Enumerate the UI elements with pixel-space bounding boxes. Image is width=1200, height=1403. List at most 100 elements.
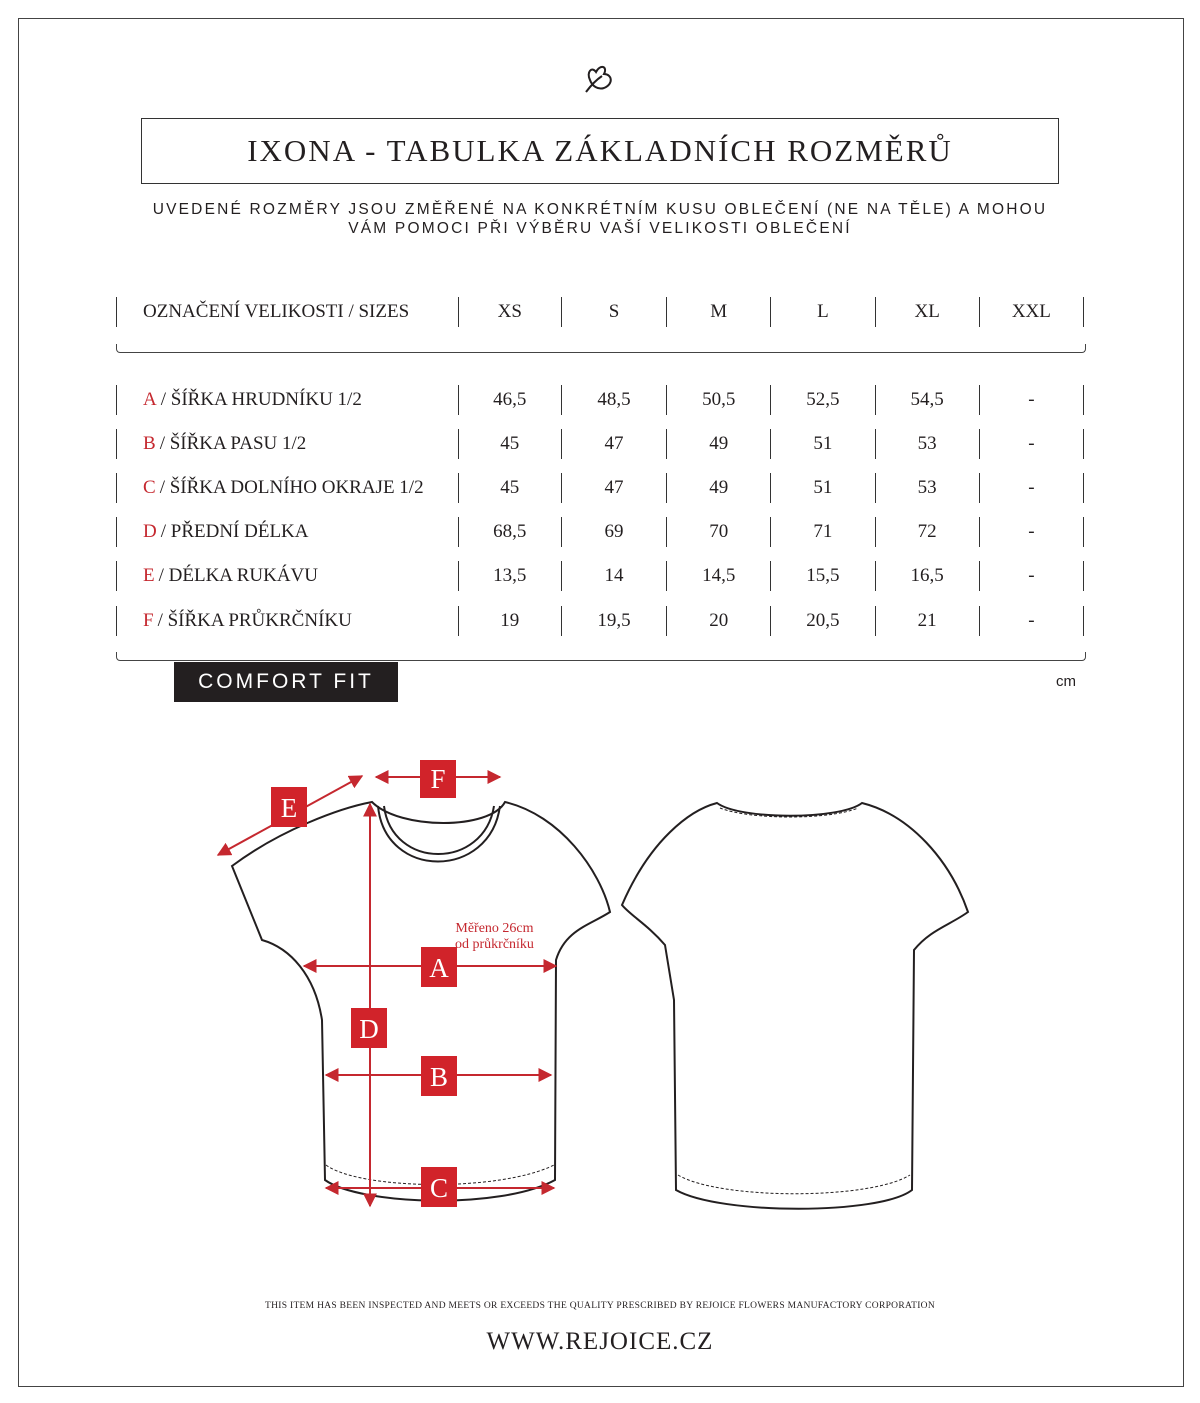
measurement-name: / PŘEDNÍ DÉLKA bbox=[160, 521, 309, 542]
label-c: C bbox=[421, 1167, 457, 1207]
table-cell: 50,5 bbox=[666, 385, 770, 415]
measurement-letter: B bbox=[143, 433, 156, 454]
table-cell: 72 bbox=[874, 517, 979, 547]
table-cell: - bbox=[978, 473, 1084, 503]
measurement-note: Měřeno 26cm od průkrčníku bbox=[455, 921, 534, 953]
table-row: D / PŘEDNÍ DÉLKA 68,5 69 70 71 72- bbox=[116, 517, 1084, 547]
subtitle: UVEDENÉ ROZMĚRY JSOU ZMĚŘENÉ NA KONKRÉTN… bbox=[100, 200, 1100, 238]
tshirt-diagram: E F A D B C bbox=[216, 760, 970, 1210]
quality-statement: THIS ITEM HAS BEEN INSPECTED AND MEETS O… bbox=[265, 1301, 935, 1311]
subtitle-line: UVEDENÉ ROZMĚRY JSOU ZMĚŘENÉ NA KONKRÉTN… bbox=[152, 201, 1048, 218]
unit-label: cm bbox=[1056, 673, 1076, 690]
table-row: F / ŠÍŘKA PRŮKRČNÍKU 19 19,5 20 20,5 21- bbox=[116, 606, 1084, 636]
header-cell: XXL bbox=[978, 297, 1084, 327]
table-cell: 46,5 bbox=[457, 385, 561, 415]
header-cell: S bbox=[560, 297, 666, 327]
table-cell: 16,5 bbox=[874, 561, 979, 591]
table-cell: 52,5 bbox=[770, 385, 874, 415]
measurement-label: F / ŠÍŘKA PRŮKRČNÍKU bbox=[116, 606, 458, 636]
measurement-letter: C bbox=[143, 477, 156, 498]
measurement-label: B / ŠÍŘKA PASU 1/2 bbox=[116, 429, 458, 459]
table-cell: - bbox=[978, 561, 1084, 591]
table-cell: 51 bbox=[770, 429, 874, 459]
measurement-label: E / DÉLKA RUKÁVU bbox=[116, 561, 458, 591]
table-cell: 13,5 bbox=[457, 561, 561, 591]
table-cell: 51 bbox=[770, 473, 874, 503]
label-f: F bbox=[420, 760, 456, 798]
measurement-arrows bbox=[216, 770, 558, 1208]
table-cell: 14 bbox=[560, 561, 666, 591]
measurement-label: A / ŠÍŘKA HRUDNÍKU 1/2 bbox=[116, 385, 458, 415]
measurement-name: / ŠÍŘKA HRUDNÍKU 1/2 bbox=[160, 389, 362, 410]
table-header-row: OZNAČENÍ VELIKOSTI / SIZES XS S M L XL X… bbox=[116, 297, 1084, 327]
label-c-text: C bbox=[430, 1173, 448, 1203]
table-cell: 47 bbox=[560, 429, 666, 459]
table-cell: 71 bbox=[770, 517, 874, 547]
table-cell: 47 bbox=[560, 473, 666, 503]
table-cell: 19 bbox=[457, 606, 561, 636]
table-cell: 53 bbox=[874, 429, 979, 459]
label-d-text: D bbox=[359, 1014, 379, 1044]
table-cell: 68,5 bbox=[457, 517, 561, 547]
label-b: B bbox=[421, 1056, 457, 1096]
back-tshirt bbox=[620, 801, 970, 1210]
website-link[interactable]: WWW.REJOICE.CZ bbox=[486, 1328, 714, 1355]
table-cell: 49 bbox=[666, 429, 770, 459]
flower-logo-icon bbox=[585, 66, 612, 93]
label-e-text: E bbox=[281, 793, 298, 823]
page-frame bbox=[18, 18, 1184, 1387]
note-line: Měřeno 26cm bbox=[455, 921, 534, 936]
subtitle-line: VÁM POMOCI PŘI VÝBĚRU VAŠÍ VELIKOSTI OBL… bbox=[348, 220, 852, 237]
table-cell: - bbox=[978, 429, 1084, 459]
table-cell: - bbox=[978, 385, 1084, 415]
table-row: E / DÉLKA RUKÁVU 13,5 14 14,5 15,5 16,5- bbox=[116, 561, 1084, 591]
table-cell: 14,5 bbox=[666, 561, 770, 591]
measurement-label: D / PŘEDNÍ DÉLKA bbox=[116, 517, 458, 547]
table-cell: 15,5 bbox=[770, 561, 874, 591]
table-cell: 48,5 bbox=[560, 385, 666, 415]
label-a: A bbox=[421, 947, 457, 987]
table-cell: 70 bbox=[666, 517, 770, 547]
table-cell: 20,5 bbox=[770, 606, 874, 636]
measurement-name: / ŠÍŘKA PASU 1/2 bbox=[159, 433, 307, 454]
header-cell: M bbox=[666, 297, 770, 327]
measurement-letter: F bbox=[143, 610, 154, 631]
table-cell: 54,5 bbox=[874, 385, 979, 415]
table-row: C / ŠÍŘKA DOLNÍHO OKRAJE 1/2 45 47 49 51 53- bbox=[116, 473, 1084, 503]
measurement-label: C / ŠÍŘKA DOLNÍHO OKRAJE 1/2 bbox=[116, 473, 458, 503]
table-cell: 20 bbox=[666, 606, 770, 636]
label-e: E bbox=[271, 787, 307, 827]
header-cell: XS bbox=[457, 297, 561, 327]
divider bbox=[116, 652, 1086, 661]
table-cell: - bbox=[978, 606, 1084, 636]
table-cell: 69 bbox=[560, 517, 666, 547]
label-a-text: A bbox=[429, 953, 449, 983]
measurement-name: / DÉLKA RUKÁVU bbox=[158, 565, 318, 586]
table-cell: 21 bbox=[874, 606, 979, 636]
table-row: A / ŠÍŘKA HRUDNÍKU 1/2 46,5 48,5 50,5 52,5 54,… bbox=[116, 385, 1084, 415]
table-cell: 19,5 bbox=[560, 606, 666, 636]
header-cell: OZNAČENÍ VELIKOSTI / SIZES bbox=[116, 297, 458, 327]
label-b-text: B bbox=[430, 1062, 448, 1092]
header-cell: L bbox=[770, 297, 874, 327]
measurement-letter: E bbox=[143, 565, 155, 586]
table-cell: 53 bbox=[874, 473, 979, 503]
front-tshirt bbox=[230, 800, 612, 1202]
table-cell: 45 bbox=[457, 429, 561, 459]
fit-badge: COMFORT FIT bbox=[174, 662, 398, 702]
table-cell: - bbox=[978, 517, 1084, 547]
note-line: od průkrčníku bbox=[455, 937, 534, 952]
divider bbox=[116, 344, 1086, 353]
measurement-letter: D bbox=[143, 521, 157, 542]
table-cell: 45 bbox=[457, 473, 561, 503]
table-cell: 49 bbox=[666, 473, 770, 503]
measurement-letter: A bbox=[143, 389, 157, 410]
header-cell: XL bbox=[874, 297, 979, 327]
measurement-name: / ŠÍŘKA PRŮKRČNÍKU bbox=[157, 610, 352, 631]
label-d: D bbox=[351, 1008, 387, 1048]
table-row: B / ŠÍŘKA PASU 1/2 45 47 49 51 53- bbox=[116, 429, 1084, 459]
page-title: IXONA - TABULKA ZÁKLADNÍCH ROZMĚRŮ bbox=[141, 118, 1059, 184]
label-f-text: F bbox=[430, 764, 445, 794]
measurement-name: / ŠÍŘKA DOLNÍHO OKRAJE 1/2 bbox=[159, 477, 424, 498]
